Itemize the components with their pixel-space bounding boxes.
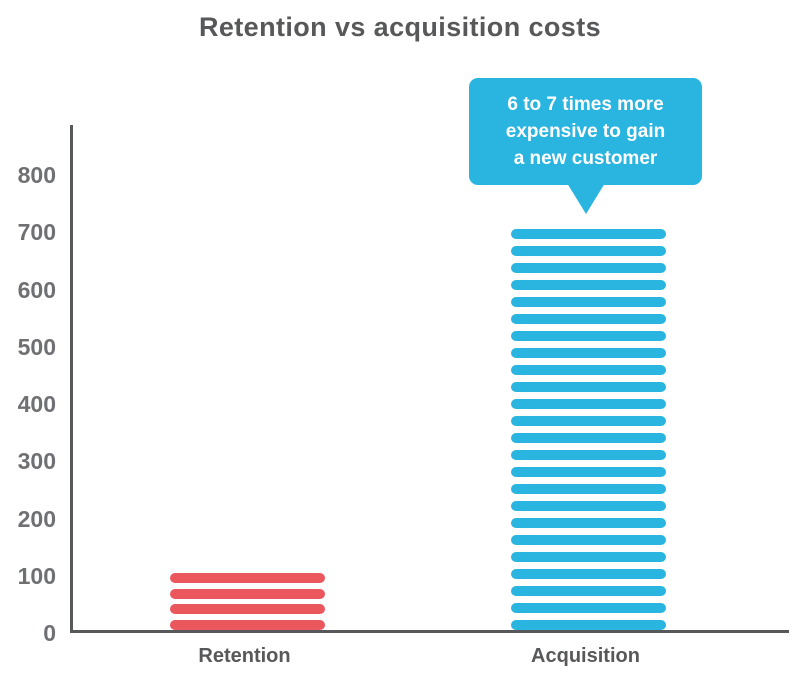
bar-stripe [511, 297, 666, 308]
bar-stripe [511, 331, 666, 342]
bar-stripe [511, 586, 666, 597]
bar-stripe [511, 382, 666, 393]
y-tick-label: 200 [17, 505, 56, 532]
callout-arrow [567, 183, 605, 214]
plot-area [70, 125, 789, 633]
y-tick-label: 800 [17, 162, 56, 188]
y-axis-tick-labels: 0 100 200 300 400 500 600 700 800 [0, 125, 56, 646]
bar-stripe [511, 314, 666, 325]
chart-title: Retention vs acquisition costs [198, 12, 602, 42]
bar-stripe [511, 348, 666, 359]
bar-stripe [511, 450, 666, 461]
bar-stripe [170, 620, 325, 630]
y-tick-label: 0 [43, 620, 56, 646]
y-tick-label: 100 [17, 562, 56, 589]
bar-stripe [511, 620, 666, 630]
bar-stripe [511, 552, 666, 563]
annotation-line-1: 6 to 7 times more [507, 94, 664, 115]
y-tick-label: 600 [17, 276, 56, 303]
bar-stripe [511, 399, 666, 410]
bar-stripe [511, 246, 666, 257]
y-tick-label: 300 [17, 448, 56, 475]
bar-stripe [511, 535, 666, 546]
category-label-acquisition: Acquisition [531, 645, 640, 667]
bar-stripe [170, 572, 325, 583]
bar-acquisition [511, 229, 666, 630]
y-tick-label: 400 [17, 391, 56, 417]
bar-stripe [511, 501, 666, 512]
bar-stripe [511, 603, 666, 613]
bar-stripe [511, 569, 666, 580]
annotation-line-2: expensive to gain [505, 121, 666, 142]
category-label-retention: Retention [198, 645, 291, 667]
y-tick-label: 500 [17, 333, 56, 360]
bar-stripe [511, 484, 666, 495]
bar-retention [170, 572, 325, 630]
bar-stripe [511, 416, 666, 427]
bar-stripe [511, 263, 666, 274]
bar-stripe [511, 433, 666, 444]
y-tick-label: 700 [17, 219, 56, 246]
bar-stripe [170, 604, 325, 615]
annotation-line-3: a new customer [513, 148, 658, 169]
bar-stripe [511, 365, 666, 376]
bar-stripe [511, 280, 666, 291]
bar-stripe [170, 588, 325, 599]
x-axis-category-labels: Retention Acquisition [70, 645, 789, 673]
bar-stripe [511, 467, 666, 478]
bar-stripe [511, 229, 666, 240]
annotation-callout: 6 to 7 times more expensive to gain a ne… [469, 78, 702, 185]
bar-stripe [511, 518, 666, 529]
